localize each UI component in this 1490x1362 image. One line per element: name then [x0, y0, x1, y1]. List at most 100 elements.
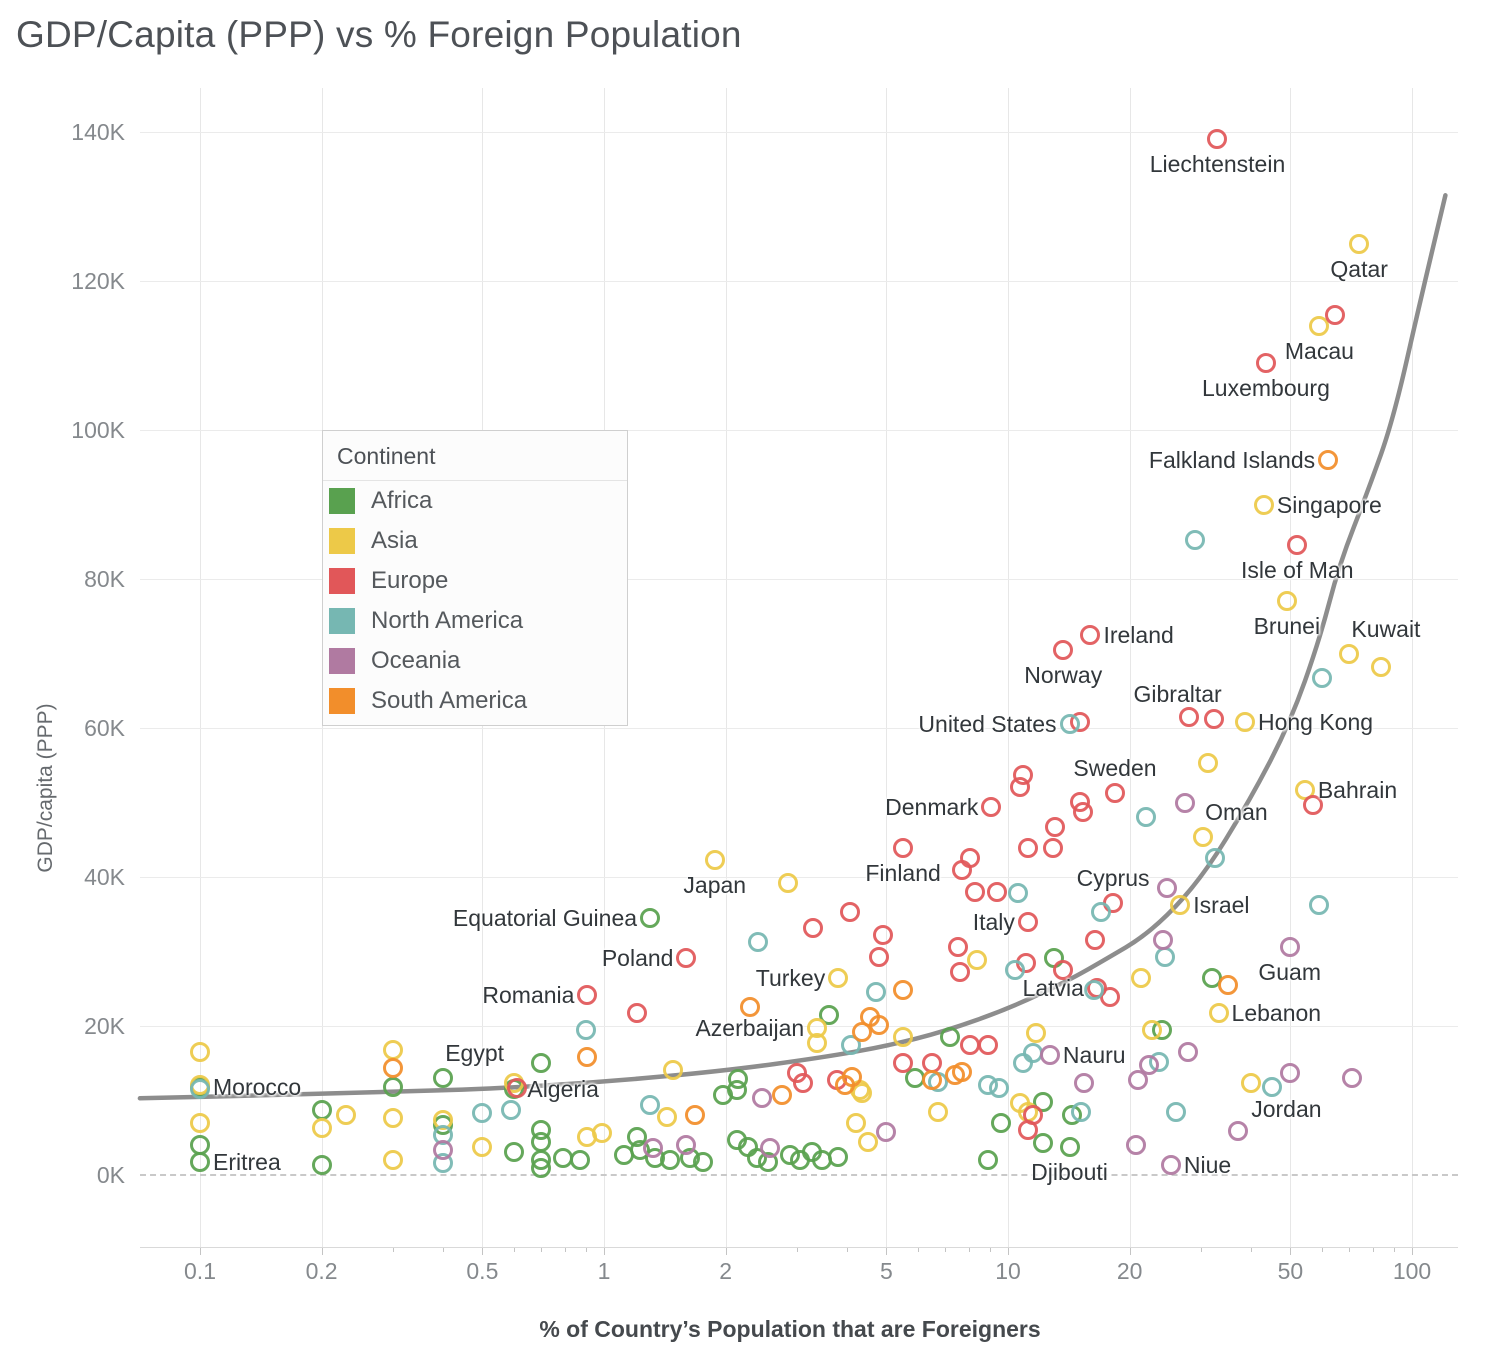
data-point-sweden[interactable]: [1104, 782, 1125, 803]
data-point-egypt[interactable]: [433, 1068, 454, 1089]
data-point[interactable]: [531, 1053, 552, 1074]
data-point[interactable]: [1371, 656, 1392, 677]
data-point[interactable]: [627, 1003, 648, 1024]
data-point[interactable]: [507, 1077, 528, 1098]
data-point-qatar[interactable]: [1349, 233, 1370, 254]
data-point-nauru[interactable]: [1039, 1045, 1060, 1066]
legend-item-asia[interactable]: Asia: [323, 521, 627, 561]
data-point[interactable]: [865, 981, 886, 1002]
data-point[interactable]: [772, 1085, 793, 1106]
data-point[interactable]: [927, 1101, 948, 1122]
data-point[interactable]: [751, 1088, 772, 1109]
data-point-denmark[interactable]: [981, 796, 1002, 817]
data-point[interactable]: [311, 1155, 332, 1176]
data-point[interactable]: [803, 917, 824, 938]
data-point[interactable]: [1042, 837, 1063, 858]
data-point[interactable]: [812, 1150, 833, 1171]
data-point[interactable]: [977, 1150, 998, 1171]
data-point[interactable]: [660, 1150, 681, 1171]
data-point[interactable]: [893, 1027, 914, 1048]
data-point-ireland[interactable]: [1080, 624, 1101, 645]
data-point[interactable]: [1071, 1101, 1092, 1122]
data-point[interactable]: [940, 1027, 961, 1048]
data-point[interactable]: [1130, 968, 1151, 989]
data-point[interactable]: [382, 1150, 403, 1171]
data-point[interactable]: [1128, 1070, 1149, 1090]
data-point-norway[interactable]: [1053, 639, 1074, 660]
data-point[interactable]: [613, 1144, 634, 1165]
data-point[interactable]: [792, 1073, 813, 1094]
data-point[interactable]: [1174, 793, 1195, 814]
data-point[interactable]: [949, 962, 970, 983]
data-point[interactable]: [857, 1132, 878, 1153]
data-point-oman[interactable]: [1193, 826, 1214, 847]
data-point[interactable]: [1227, 1121, 1248, 1142]
data-point-luxembourg[interactable]: [1255, 352, 1276, 373]
data-point[interactable]: [1217, 975, 1238, 996]
data-point-italy[interactable]: [1017, 911, 1038, 932]
data-point[interactable]: [747, 931, 768, 952]
data-point[interactable]: [845, 1112, 866, 1133]
data-point-brunei[interactable]: [1276, 591, 1297, 612]
data-point[interactable]: [640, 1094, 661, 1115]
data-point-guam[interactable]: [1279, 937, 1300, 958]
data-point[interactable]: [1013, 1053, 1034, 1074]
data-point-finland[interactable]: [893, 837, 914, 858]
data-point[interactable]: [835, 1074, 856, 1095]
data-point[interactable]: [1072, 802, 1093, 823]
data-point-isle-of-man[interactable]: [1287, 535, 1308, 556]
data-point[interactable]: [472, 1136, 493, 1157]
data-point[interactable]: [876, 1121, 897, 1142]
data-point[interactable]: [1198, 753, 1219, 773]
data-point[interactable]: [662, 1059, 683, 1080]
data-point[interactable]: [190, 1135, 210, 1156]
data-point[interactable]: [872, 925, 893, 946]
data-point[interactable]: [851, 1021, 872, 1042]
data-point[interactable]: [1083, 980, 1104, 1001]
data-point[interactable]: [1032, 1132, 1053, 1153]
data-point[interactable]: [1073, 1073, 1094, 1094]
data-point[interactable]: [1004, 960, 1025, 981]
data-point[interactable]: [382, 1057, 403, 1078]
data-point[interactable]: [1261, 1077, 1282, 1098]
data-point[interactable]: [336, 1105, 357, 1126]
data-point[interactable]: [1309, 895, 1330, 916]
data-point[interactable]: [989, 1077, 1009, 1098]
data-point[interactable]: [311, 1118, 332, 1139]
data-point[interactable]: [740, 997, 761, 1018]
data-point[interactable]: [977, 1035, 998, 1056]
data-point[interactable]: [1341, 1068, 1362, 1089]
data-point[interactable]: [777, 872, 798, 893]
data-point[interactable]: [1125, 1135, 1146, 1156]
data-point[interactable]: [1008, 882, 1029, 903]
data-point[interactable]: [1325, 304, 1346, 325]
data-point[interactable]: [1136, 807, 1157, 828]
data-point[interactable]: [504, 1141, 525, 1162]
data-point[interactable]: [952, 859, 973, 880]
data-point[interactable]: [790, 1150, 811, 1171]
data-point[interactable]: [922, 1070, 943, 1090]
data-point-turkey[interactable]: [828, 968, 849, 989]
data-point[interactable]: [577, 1047, 598, 1068]
data-point[interactable]: [1141, 1019, 1162, 1040]
data-point[interactable]: [190, 1042, 210, 1063]
data-point-gibraltar[interactable]: [1203, 709, 1224, 730]
data-point[interactable]: [1025, 1022, 1046, 1043]
data-point[interactable]: [893, 1053, 914, 1074]
data-point-united-states[interactable]: [1059, 714, 1080, 735]
data-point[interactable]: [759, 1138, 780, 1159]
data-point[interactable]: [433, 1139, 454, 1160]
data-point[interactable]: [676, 1135, 697, 1156]
data-point[interactable]: [869, 1015, 890, 1036]
data-point[interactable]: [1280, 1062, 1301, 1083]
data-point[interactable]: [869, 946, 890, 967]
legend-item-north-america[interactable]: North America: [323, 601, 627, 641]
data-point[interactable]: [1179, 706, 1200, 727]
data-point[interactable]: [1017, 1120, 1038, 1141]
data-point[interactable]: [575, 1019, 596, 1040]
data-point[interactable]: [967, 949, 988, 970]
data-point[interactable]: [965, 881, 986, 902]
data-point-romania[interactable]: [577, 984, 598, 1005]
data-point[interactable]: [807, 1033, 828, 1054]
data-point[interactable]: [1153, 930, 1174, 951]
